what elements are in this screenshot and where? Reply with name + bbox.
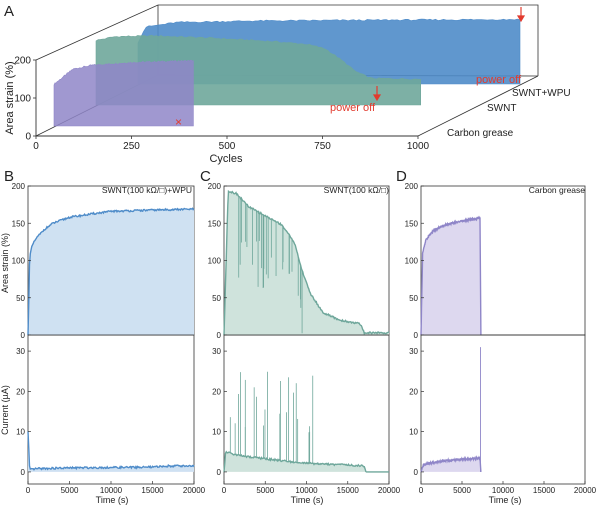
panel-c-title: SWNT(100 kΩ/□)	[324, 185, 389, 195]
y-label-area-strain: Area strain (%)	[0, 233, 10, 293]
strain-1-area	[28, 208, 194, 335]
y-tick-label: 30	[16, 347, 25, 356]
strain-2-area	[224, 191, 389, 335]
y-tick-label: 150	[405, 219, 419, 228]
y-tick-label: 20	[16, 387, 25, 396]
x-tick-label: 5000	[256, 486, 274, 495]
panel-a-label: A	[4, 3, 14, 20]
strain-3-line	[420, 215, 482, 336]
y-tick-label: 100	[14, 94, 31, 105]
y-tick-label: 0	[217, 331, 222, 340]
panel-b: B SWNT(100 kΩ/□)+WPU Area strain (%) Cur…	[0, 168, 206, 505]
x-tick-label: 15000	[337, 486, 360, 495]
y-label-current: Current (µA)	[0, 385, 10, 435]
panel-b-label: B	[4, 168, 14, 185]
x-tick-label: 0	[26, 486, 31, 495]
panel-d-label: D	[396, 168, 407, 185]
panel-c-plots: 0 50 100 150 200 0 10 20 30 0 5000 10000 15000 20000	[208, 182, 401, 495]
strain-3-area	[421, 217, 481, 335]
annotation-power-off-swnt: power off	[330, 102, 376, 114]
y-tick-label: 10	[212, 428, 221, 437]
x-tick-label: 10000	[492, 486, 515, 495]
current-2-area	[224, 451, 389, 472]
y-tick-label: 0	[25, 132, 31, 143]
x-tick-label: 0	[33, 141, 39, 152]
x-tick-label: 500	[219, 141, 236, 152]
y-tick-label: 30	[409, 347, 418, 356]
y-tick-label: 50	[16, 294, 25, 303]
y-tick-label: 200	[208, 182, 222, 191]
x-tick-label: 5000	[61, 486, 79, 495]
y-tick-label: 200	[12, 182, 26, 191]
x-tick-label: 10000	[295, 486, 318, 495]
strain-1-line	[27, 207, 195, 336]
arrow-down-icon	[372, 86, 382, 102]
x-tick-label: 5000	[453, 486, 471, 495]
x-tick-label: 1000	[407, 141, 430, 152]
current-1-area	[28, 431, 194, 472]
current-1-frame	[27, 334, 195, 485]
x-tick-label: 0	[419, 486, 424, 495]
panel-a-x-ticks: 0 250 500 750 1000	[33, 136, 430, 152]
y-tick-label: 0	[21, 331, 26, 340]
y-tick-label: 20	[409, 387, 418, 396]
y-tick-label: 10	[409, 428, 418, 437]
y-tick-label: 50	[409, 294, 418, 303]
panel-c: C SWNT(100 kΩ/□) 0 50 100 150 200 0 10 20 30 0 500…	[200, 168, 401, 505]
y-tick-label: 200	[405, 182, 419, 191]
annotation-power-off-swnt-wpu: power off	[476, 74, 522, 86]
series-carbon-grease-strip	[53, 59, 194, 127]
y-tick-label: 20	[212, 387, 221, 396]
depth-label-carbon-grease: Carbon grease	[447, 128, 514, 139]
y-tick-label: 100	[405, 257, 419, 266]
x-tick-label: 250	[123, 141, 140, 152]
y-tick-label: 100	[208, 257, 222, 266]
depth-label-swnt-wpu: SWNT+WPU	[512, 88, 571, 99]
panel-c-label: C	[200, 168, 211, 185]
y-tick-label: 150	[208, 219, 222, 228]
x-tick-label: 20000	[574, 486, 597, 495]
y-tick-label: 100	[12, 257, 26, 266]
y-tick-label: 200	[14, 56, 31, 67]
y-tick-label: 150	[12, 219, 26, 228]
x-tick-label: 20000	[183, 486, 206, 495]
x-tick-label: 750	[314, 141, 331, 152]
x-tick-label: 0	[222, 486, 227, 495]
x-tick-label: 20000	[378, 486, 401, 495]
y-tick-label: 0	[21, 468, 26, 477]
panel-a: A 0 250 500 750 1000 0 100 200 Cycles Area str…	[4, 3, 571, 165]
panel-d-x-label: Time (s)	[489, 495, 522, 505]
panel-b-plots: 0 50 100 150 200 0 10 20 30 0 5000 10000 15000 20000	[12, 182, 206, 495]
strain-2-line	[223, 189, 390, 336]
y-tick-label: 0	[414, 331, 419, 340]
panel-d: D Carbon grease 0 50 100 150 200 0 10 20 30 0 5000…	[396, 168, 597, 505]
panel-c-x-label: Time (s)	[291, 495, 324, 505]
y-tick-label: 30	[212, 347, 221, 356]
panel-a-y-ticks: 0 100 200	[14, 56, 36, 143]
x-tick-label: 15000	[533, 486, 556, 495]
panel-a-x-label: Cycles	[209, 153, 243, 165]
current-1-line	[27, 431, 195, 471]
x-tick-label: 10000	[100, 486, 123, 495]
current-3-line	[420, 455, 482, 473]
x-tick-label: 15000	[141, 486, 164, 495]
y-tick-label: 0	[414, 468, 419, 477]
current-3-area	[421, 457, 481, 472]
panel-b-title: SWNT(100 kΩ/□)+WPU	[102, 185, 192, 195]
panel-a-y-label: Area strain (%)	[4, 61, 16, 134]
current-2-line	[223, 450, 389, 473]
panel-b-x-label: Time (s)	[96, 495, 129, 505]
y-tick-label: 50	[212, 294, 221, 303]
y-tick-label: 10	[16, 428, 25, 437]
depth-label-swnt: SWNT	[487, 103, 516, 114]
panel-d-plots: 0 50 100 150 200 0 10 20 30 0 5000 10000 15000 20000	[405, 182, 597, 495]
arrow-down-icon	[516, 7, 526, 23]
frame-back-edges	[35, 4, 539, 76]
failure-cross-icon: ×	[175, 115, 182, 129]
y-tick-label: 0	[217, 468, 222, 477]
panel-d-title: Carbon grease	[529, 185, 586, 195]
frame-floor-right	[417, 75, 539, 137]
